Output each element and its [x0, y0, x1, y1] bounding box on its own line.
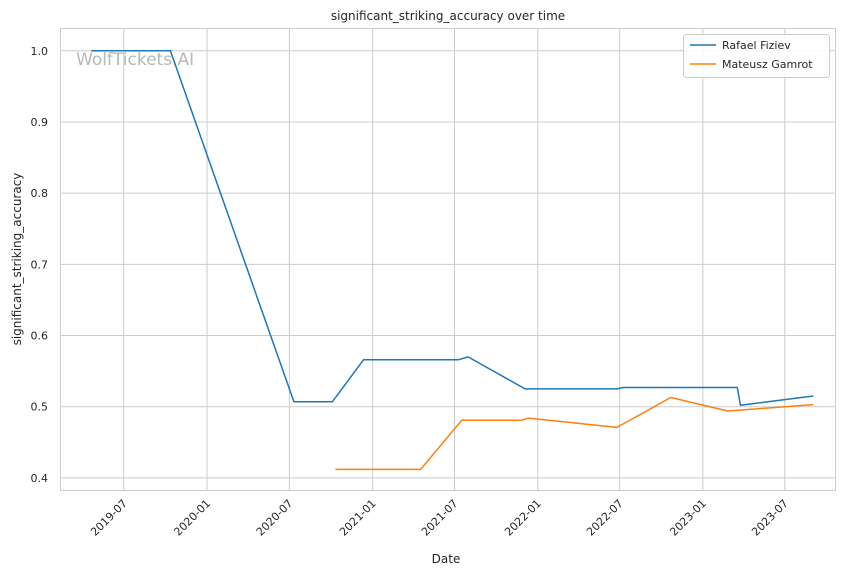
y-tick-labels: 0.4 0.5 0.6 0.7 0.8 0.9 1.0 — [31, 45, 49, 485]
y-tick-label: 0.6 — [31, 330, 49, 343]
x-tick-label: 2022-01 — [502, 497, 544, 539]
legend: Rafael Fiziev Mateusz Gamrot — [683, 34, 830, 78]
x-tick-labels: 2019-07 2020-01 2020-07 2021-01 2021-07 2022-… — [88, 497, 791, 539]
series-line-mateusz-gamrot — [335, 396, 814, 471]
plot-area-border — [60, 28, 836, 491]
series-layer — [91, 50, 814, 471]
y-tick-label: 0.4 — [31, 472, 49, 485]
legend-label-rafael-fiziev: Rafael Fiziev — [722, 39, 791, 52]
x-tick-label: 2021-01 — [337, 497, 379, 539]
y-tick-label: 0.5 — [31, 401, 49, 414]
y-tick-label: 0.7 — [31, 258, 49, 271]
x-tick-label: 2023-07 — [749, 497, 791, 539]
x-tick-label: 2021-07 — [419, 497, 461, 539]
y-tick-label: 0.9 — [31, 116, 49, 129]
x-tick-label: 2023-01 — [667, 497, 709, 539]
x-tick-label: 2022-07 — [584, 497, 626, 539]
x-axis-title: Date — [432, 552, 461, 566]
y-tick-label: 1.0 — [31, 45, 49, 58]
series-line-rafael-fiziev — [91, 50, 814, 407]
x-tick-label: 2020-07 — [254, 497, 296, 539]
x-tick-label: 2020-01 — [171, 497, 213, 539]
chart-title: significant_striking_accuracy over time — [331, 9, 565, 23]
legend-box — [683, 34, 830, 78]
grid — [60, 28, 835, 490]
x-tick-label: 2019-07 — [88, 497, 130, 539]
legend-label-mateusz-gamrot: Mateusz Gamrot — [722, 58, 813, 71]
watermark: WolfTickets.AI — [76, 50, 194, 70]
y-tick-label: 0.8 — [31, 187, 49, 200]
y-axis-title: significant_striking_accuracy — [10, 173, 24, 346]
